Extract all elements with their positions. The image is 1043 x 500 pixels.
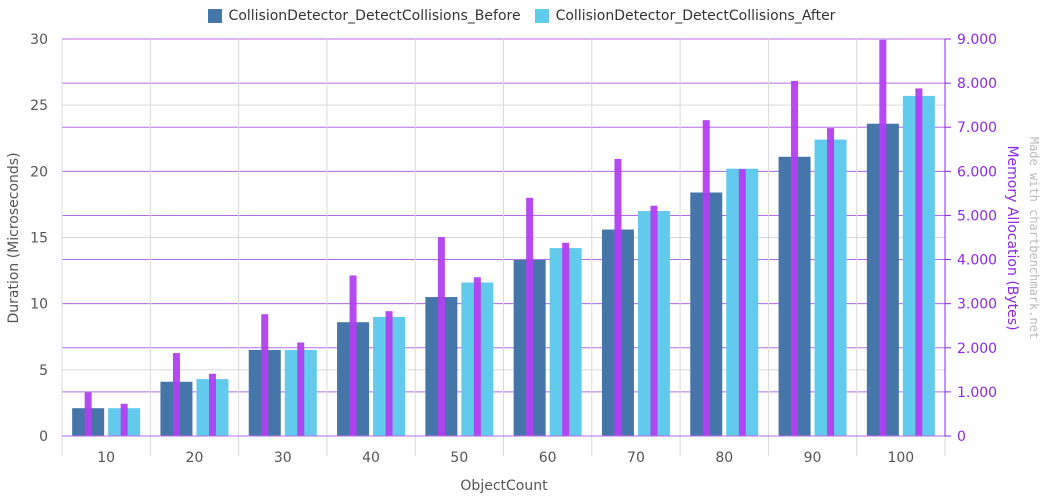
- memory-bar-before: [879, 39, 887, 436]
- legend-label-before: CollisionDetector_DetectCollisions_Befor…: [228, 8, 521, 24]
- x-tick-label: 90: [804, 450, 822, 466]
- legend-item-after[interactable]: CollisionDetector_DetectCollisions_After: [534, 8, 836, 24]
- memory-bar-after: [562, 242, 570, 436]
- memory-bar-before: [172, 353, 180, 436]
- memory-bar-after: [650, 205, 658, 436]
- y-right-tick-label: 7.000: [957, 120, 997, 136]
- x-tick-label: 40: [362, 450, 380, 466]
- legend-swatch-before: [207, 9, 222, 23]
- y-right-tick-label: 5.000: [957, 208, 997, 224]
- memory-bar-before: [791, 80, 799, 437]
- axes: 0 5 10 15 20 25 30 0 1.000 2.000 3.000 4.000 5.000 6.…: [30, 32, 997, 466]
- y-right-tick-label: 8.000: [957, 76, 997, 92]
- memory-bar-before: [702, 120, 710, 437]
- y-tick-label: 0: [39, 429, 48, 445]
- y-tick-label: 30: [30, 32, 48, 48]
- y-right-tick-label: 0: [957, 429, 966, 445]
- legend-swatch-after: [534, 9, 549, 23]
- x-tick-label: 60: [539, 450, 557, 466]
- x-tick-label: 70: [627, 450, 645, 466]
- memory-bar-after: [297, 342, 305, 436]
- memory-bar-after: [738, 169, 746, 436]
- y-axis-right-title: Memory Allocation (Bytes): [1004, 145, 1020, 330]
- memory-bar-after: [385, 311, 393, 436]
- legend: CollisionDetector_DetectCollisions_Befor…: [0, 8, 1043, 24]
- memory-bar-before: [84, 392, 92, 436]
- y-tick-label: 15: [30, 231, 48, 247]
- memory-bar-before: [614, 158, 622, 436]
- bars: [72, 39, 935, 437]
- legend-item-before[interactable]: CollisionDetector_DetectCollisions_Befor…: [207, 8, 521, 24]
- grid: [61, 38, 946, 456]
- x-tick-label: 50: [450, 450, 468, 466]
- x-axis-title: ObjectCount: [460, 478, 548, 494]
- memory-bar-before: [437, 237, 445, 436]
- memory-bar-before: [261, 314, 269, 436]
- x-tick-label: 80: [715, 450, 733, 466]
- memory-bar-after: [473, 277, 481, 436]
- y-right-tick-label: 4.000: [957, 253, 997, 269]
- y-axis-title: Duration (Microseconds): [6, 152, 22, 323]
- y-tick-label: 5: [39, 363, 48, 379]
- x-tick-label: 100: [887, 450, 914, 466]
- memory-bar-before: [526, 197, 534, 436]
- memory-bar-after: [915, 88, 923, 436]
- y-right-tick-label: 6.000: [957, 164, 997, 180]
- memory-bar-after: [827, 128, 835, 437]
- y-right-tick-label: 3.000: [957, 297, 997, 313]
- legend-label-after: CollisionDetector_DetectCollisions_After: [555, 8, 836, 24]
- y-right-tick-label: 9.000: [957, 32, 997, 48]
- y-tick-label: 20: [30, 164, 48, 180]
- x-tick-label: 10: [97, 450, 115, 466]
- memory-bar-after: [120, 403, 128, 436]
- y-tick-label: 25: [30, 98, 48, 114]
- watermark: Made with chartbenchmark.net: [1027, 137, 1041, 339]
- x-tick-label: 30: [274, 450, 292, 466]
- memory-bar-before: [349, 275, 357, 436]
- y-tick-label: 10: [30, 297, 48, 313]
- x-tick-label: 20: [186, 450, 204, 466]
- memory-bar-after: [208, 373, 216, 436]
- y-right-tick-label: 1.000: [957, 385, 997, 401]
- y-right-tick-label: 2.000: [957, 341, 997, 357]
